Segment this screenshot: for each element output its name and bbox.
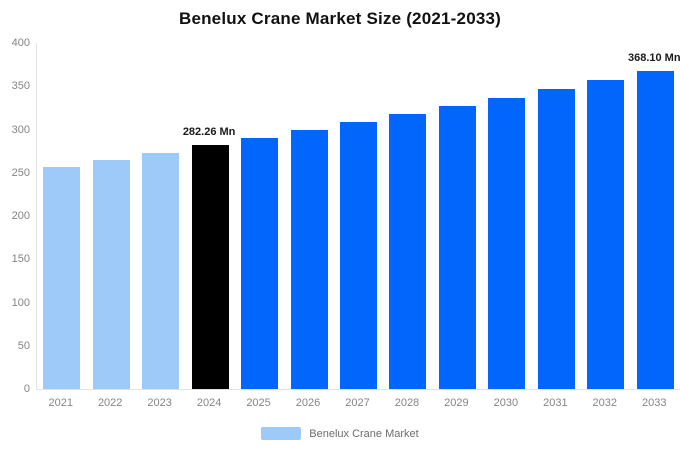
data-label-2024: 282.26 Mn <box>182 125 236 138</box>
x-axis-label-2028: 2028 <box>394 397 420 409</box>
x-axis-label-2021: 2021 <box>48 397 73 409</box>
legend-swatch-icon <box>261 427 302 440</box>
x-axis-label-2025: 2025 <box>246 397 271 409</box>
bar-2024[interactable] <box>191 144 229 389</box>
y-axis-tick-100: 100 <box>11 296 30 309</box>
bar-2021[interactable] <box>43 166 81 389</box>
x-axis-label-2022: 2022 <box>97 397 123 409</box>
legend-label: Benelux Crane Market <box>309 427 419 440</box>
bar-2025[interactable] <box>241 137 279 389</box>
chart-title: Benelux Crane Market Size (2021-2033) <box>178 9 502 28</box>
plot-area <box>36 43 680 390</box>
bar-2022[interactable] <box>92 159 130 389</box>
bar-2031[interactable] <box>537 88 575 389</box>
data-label-2033: 368.10 Mn <box>627 51 680 64</box>
y-axis-tick-300: 300 <box>11 123 30 136</box>
x-axis-label-2023: 2023 <box>147 397 172 409</box>
x-axis-label-2024: 2024 <box>196 397 222 409</box>
bar-2030[interactable] <box>488 97 526 389</box>
x-axis-label-2030: 2030 <box>493 397 519 409</box>
legend[interactable]: Benelux Crane Market <box>0 427 680 440</box>
x-axis-label-2031: 2031 <box>543 397 568 409</box>
x-axis-label-2032: 2032 <box>592 397 618 409</box>
bar-2028[interactable] <box>389 114 427 389</box>
y-axis-tick-50: 50 <box>17 339 30 352</box>
bar-2027[interactable] <box>340 122 377 389</box>
x-axis-label-2033: 2033 <box>642 397 667 409</box>
y-axis-tick-0: 0 <box>23 383 30 395</box>
y-axis-tick-250: 250 <box>11 166 30 179</box>
bar-2033[interactable] <box>636 70 674 389</box>
y-axis-tick-400: 400 <box>11 37 30 49</box>
x-axis-label-2027: 2027 <box>345 397 370 409</box>
y-axis-tick-200: 200 <box>11 210 30 222</box>
bar-2032[interactable] <box>587 79 625 389</box>
x-axis-label-2029: 2029 <box>444 397 469 409</box>
y-axis-tick-150: 150 <box>11 253 30 266</box>
x-axis-label-2026: 2026 <box>295 397 321 409</box>
bar-2029[interactable] <box>438 106 476 389</box>
y-axis-tick-350: 350 <box>11 80 30 93</box>
bar-2026[interactable] <box>290 130 328 389</box>
bar-2023[interactable] <box>142 152 180 389</box>
